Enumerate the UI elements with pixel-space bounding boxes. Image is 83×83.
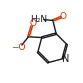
Text: H₂N: H₂N [30, 15, 47, 24]
Text: O: O [29, 19, 36, 28]
Text: O: O [60, 12, 67, 21]
Text: N: N [62, 54, 70, 64]
Text: −O: −O [11, 43, 26, 52]
